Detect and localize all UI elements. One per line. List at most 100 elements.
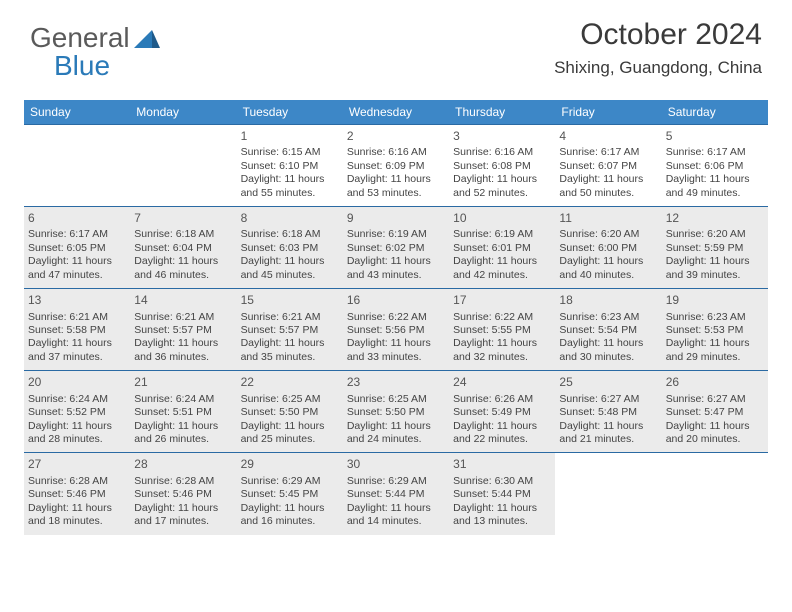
sunset-text: Sunset: 6:00 PM (559, 242, 657, 255)
day-number: 19 (666, 293, 764, 308)
sunrise-text: Sunrise: 6:29 AM (347, 475, 445, 488)
daylight-text: Daylight: 11 hours and 18 minutes. (28, 502, 126, 529)
day-number: 10 (453, 211, 551, 226)
calendar-cell: 29Sunrise: 6:29 AMSunset: 5:45 PMDayligh… (237, 452, 343, 534)
calendar-cell: 22Sunrise: 6:25 AMSunset: 5:50 PMDayligh… (237, 370, 343, 452)
sunrise-text: Sunrise: 6:17 AM (666, 146, 764, 159)
daylight-text: Daylight: 11 hours and 20 minutes. (666, 420, 764, 447)
daylight-text: Daylight: 11 hours and 24 minutes. (347, 420, 445, 447)
sunset-text: Sunset: 6:08 PM (453, 160, 551, 173)
sunset-text: Sunset: 5:54 PM (559, 324, 657, 337)
daylight-text: Daylight: 11 hours and 22 minutes. (453, 420, 551, 447)
logo-text-blue: Blue (54, 50, 110, 82)
sunset-text: Sunset: 5:57 PM (134, 324, 232, 337)
sunrise-text: Sunrise: 6:17 AM (28, 228, 126, 241)
sunset-text: Sunset: 5:57 PM (241, 324, 339, 337)
sunset-text: Sunset: 5:53 PM (666, 324, 764, 337)
calendar-cell: 28Sunrise: 6:28 AMSunset: 5:46 PMDayligh… (130, 452, 236, 534)
sunset-text: Sunset: 5:52 PM (28, 406, 126, 419)
day-number: 26 (666, 375, 764, 390)
sunset-text: Sunset: 6:07 PM (559, 160, 657, 173)
calendar-cell: 1Sunrise: 6:15 AMSunset: 6:10 PMDaylight… (237, 124, 343, 206)
day-number: 20 (28, 375, 126, 390)
sunrise-text: Sunrise: 6:24 AM (134, 393, 232, 406)
day-number: 24 (453, 375, 551, 390)
calendar-cell: 13 Sunrise: 6:21 AMSunset: 5:58 PMDayligh… (24, 288, 130, 370)
daylight-text: Daylight: 11 hours and 43 minutes. (347, 255, 445, 282)
calendar-cell-empty (662, 452, 768, 534)
daylight-text: Daylight: 11 hours and 33 minutes. (347, 337, 445, 364)
calendar-cell: 3Sunrise: 6:16 AMSunset: 6:08 PMDaylight… (449, 124, 555, 206)
sunrise-text: Sunrise: 6:21 AM (28, 311, 126, 324)
calendar-cell: 9Sunrise: 6:19 AMSunset: 6:02 PMDaylight… (343, 206, 449, 288)
daylight-text: Daylight: 11 hours and 50 minutes. (559, 173, 657, 200)
daylight-text: Daylight: 11 hours and 53 minutes. (347, 173, 445, 200)
day-number: 27 (28, 457, 126, 472)
calendar-cell-empty (24, 124, 130, 206)
weekday-header: Wednesday (343, 100, 449, 124)
sunset-text: Sunset: 5:47 PM (666, 406, 764, 419)
daylight-text: Daylight: 11 hours and 55 minutes. (241, 173, 339, 200)
daylight-text: Daylight: 11 hours and 46 minutes. (134, 255, 232, 282)
daylight-text: Daylight: 11 hours and 35 minutes. (241, 337, 339, 364)
calendar-cell: 7Sunrise: 6:18 AMSunset: 6:04 PMDaylight… (130, 206, 236, 288)
sunrise-text: Sunrise: 6:19 AM (453, 228, 551, 241)
page-title: October 2024 (580, 18, 762, 52)
calendar-grid: SundayMondayTuesdayWednesdayThursdayFrid… (24, 100, 768, 535)
calendar-cell: 14Sunrise: 6:21 AMSunset: 5:57 PMDayligh… (130, 288, 236, 370)
daylight-text: Daylight: 11 hours and 26 minutes. (134, 420, 232, 447)
sunset-text: Sunset: 6:03 PM (241, 242, 339, 255)
day-number: 12 (666, 211, 764, 226)
daylight-text: Daylight: 11 hours and 14 minutes. (347, 502, 445, 529)
calendar-cell: 6Sunrise: 6:17 AMSunset: 6:05 PMDaylight… (24, 206, 130, 288)
sunrise-text: Sunrise: 6:22 AM (347, 311, 445, 324)
calendar-cell: 25Sunrise: 6:27 AMSunset: 5:48 PMDayligh… (555, 370, 661, 452)
calendar-cell: 20Sunrise: 6:24 AMSunset: 5:52 PMDayligh… (24, 370, 130, 452)
day-number: 6 (28, 211, 126, 226)
sunrise-text: Sunrise: 6:23 AM (666, 311, 764, 324)
sunset-text: Sunset: 5:51 PM (134, 406, 232, 419)
calendar-cell: 21Sunrise: 6:24 AMSunset: 5:51 PMDayligh… (130, 370, 236, 452)
daylight-text: Daylight: 11 hours and 37 minutes. (28, 337, 126, 364)
day-number: 13 (28, 293, 126, 308)
sunset-text: Sunset: 5:58 PM (28, 324, 126, 337)
daylight-text: Daylight: 11 hours and 40 minutes. (559, 255, 657, 282)
weekday-header: Monday (130, 100, 236, 124)
sunset-text: Sunset: 6:01 PM (453, 242, 551, 255)
day-number: 29 (241, 457, 339, 472)
calendar-cell: 5Sunrise: 6:17 AMSunset: 6:06 PMDaylight… (662, 124, 768, 206)
calendar-cell: 2Sunrise: 6:16 AMSunset: 6:09 PMDaylight… (343, 124, 449, 206)
day-number: 31 (453, 457, 551, 472)
daylight-text: Daylight: 11 hours and 17 minutes. (134, 502, 232, 529)
weekday-header: Saturday (662, 100, 768, 124)
day-number: 2 (347, 129, 445, 144)
sunrise-text: Sunrise: 6:21 AM (134, 311, 232, 324)
page-subtitle: Shixing, Guangdong, China (554, 58, 762, 78)
day-number: 25 (559, 375, 657, 390)
daylight-text: Daylight: 11 hours and 16 minutes. (241, 502, 339, 529)
day-number: 5 (666, 129, 764, 144)
calendar-cell: 18Sunrise: 6:23 AMSunset: 5:54 PMDayligh… (555, 288, 661, 370)
sunrise-text: Sunrise: 6:30 AM (453, 475, 551, 488)
sunset-text: Sunset: 6:09 PM (347, 160, 445, 173)
day-number: 8 (241, 211, 339, 226)
sunset-text: Sunset: 5:44 PM (347, 488, 445, 501)
sunrise-text: Sunrise: 6:18 AM (134, 228, 232, 241)
sunset-text: Sunset: 5:59 PM (666, 242, 764, 255)
sunset-text: Sunset: 6:02 PM (347, 242, 445, 255)
calendar-cell: 27Sunrise: 6:28 AMSunset: 5:46 PMDayligh… (24, 452, 130, 534)
calendar-cell: 31Sunrise: 6:30 AMSunset: 5:44 PMDayligh… (449, 452, 555, 534)
sunrise-text: Sunrise: 6:25 AM (347, 393, 445, 406)
sunrise-text: Sunrise: 6:21 AM (241, 311, 339, 324)
calendar-cell: 19Sunrise: 6:23 AMSunset: 5:53 PMDayligh… (662, 288, 768, 370)
sunrise-text: Sunrise: 6:24 AM (28, 393, 126, 406)
calendar-cell: 24Sunrise: 6:26 AMSunset: 5:49 PMDayligh… (449, 370, 555, 452)
sunset-text: Sunset: 5:49 PM (453, 406, 551, 419)
sunset-text: Sunset: 5:45 PM (241, 488, 339, 501)
sunrise-text: Sunrise: 6:28 AM (134, 475, 232, 488)
calendar-cell: 23Sunrise: 6:25 AMSunset: 5:50 PMDayligh… (343, 370, 449, 452)
sunset-text: Sunset: 5:50 PM (347, 406, 445, 419)
calendar-cell: 4Sunrise: 6:17 AMSunset: 6:07 PMDaylight… (555, 124, 661, 206)
calendar-cell: 15Sunrise: 6:21 AMSunset: 5:57 PMDayligh… (237, 288, 343, 370)
weekday-header: Sunday (24, 100, 130, 124)
